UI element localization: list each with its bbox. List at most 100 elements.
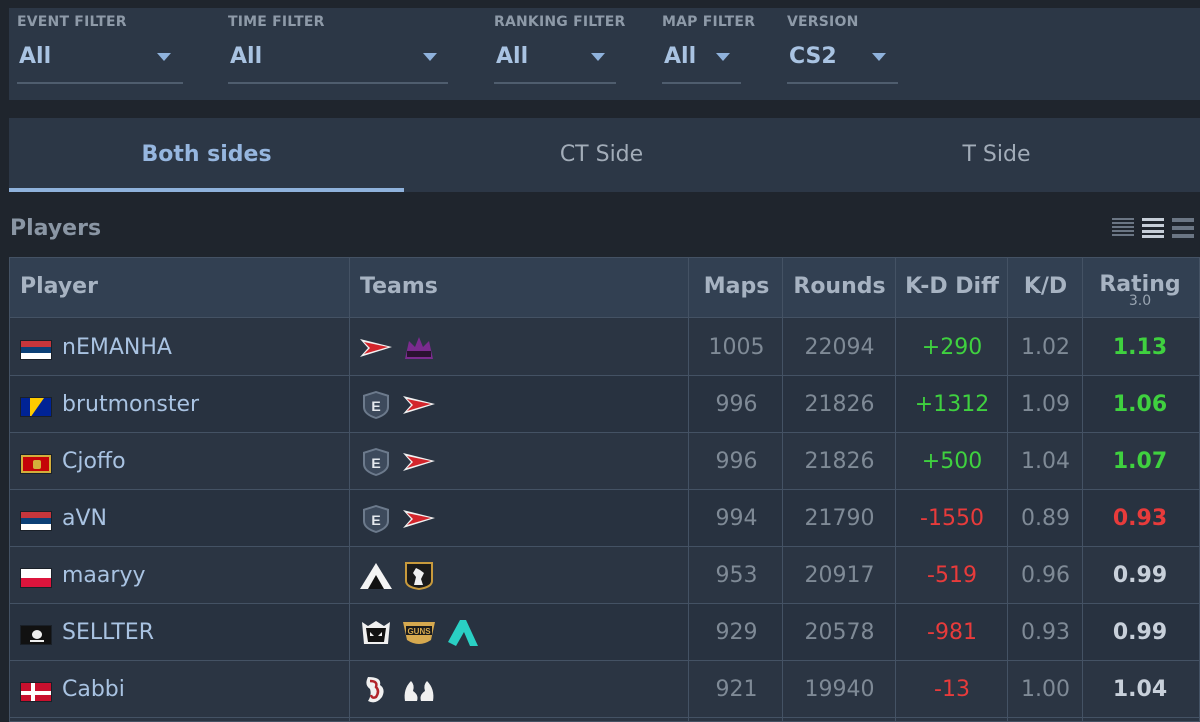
rating-value: 0.99 xyxy=(1112,563,1168,588)
kd-value: 0.93 xyxy=(1021,620,1070,645)
time-filter-label: TIME FILTER xyxy=(228,14,325,30)
red-flag-team-logo-icon[interactable] xyxy=(358,333,394,363)
table-header: Player Teams Maps Rounds K-D Diff K/D Ra… xyxy=(10,258,1199,318)
kd-diff-value: +290 xyxy=(921,335,983,360)
dragon-team-logo-icon[interactable] xyxy=(358,675,394,705)
table-row: Cabbi 921 19940 -13 1.00 1.04 xyxy=(10,661,1199,718)
ranking-filter-select[interactable]: All xyxy=(494,42,616,84)
svg-text:E: E xyxy=(371,455,380,471)
table-row: nEMANHA 1005 22094 +290 1.02 1.13 xyxy=(10,319,1199,376)
kd-diff-value: +1312 xyxy=(914,392,990,417)
player-name-link[interactable]: Cabbi xyxy=(62,677,125,702)
tab-both-sides[interactable]: Both sides xyxy=(9,118,404,192)
red-flag-team-logo-icon[interactable] xyxy=(401,447,437,477)
version-filter-select[interactable]: CS2 xyxy=(787,42,898,84)
chevron-down-icon xyxy=(157,53,171,61)
kd-value: 1.02 xyxy=(1021,335,1070,360)
compact-view-icon[interactable] xyxy=(1112,216,1134,238)
kd-value: 1.04 xyxy=(1021,449,1070,474)
kd-diff-value: -519 xyxy=(927,563,977,588)
player-name-link[interactable]: aVN xyxy=(62,506,107,531)
col-rating[interactable]: Rating 3.0 xyxy=(1083,258,1197,318)
flag-serbia-icon xyxy=(20,340,52,360)
triangle-team-logo-icon[interactable] xyxy=(358,561,394,591)
filter-bar: EVENT FILTER All TIME FILTER All RANKING… xyxy=(9,8,1200,100)
event-filter-select[interactable]: All xyxy=(17,42,183,84)
rooster-team-logo-icon[interactable] xyxy=(401,561,437,591)
flag-serbia-icon xyxy=(20,511,52,531)
table-row: maaryy 953 20917 -519 0.96 0.99 xyxy=(10,547,1199,604)
maps-value: 929 xyxy=(715,620,758,645)
kd-diff-value: +500 xyxy=(921,449,983,474)
chevron-down-icon xyxy=(872,53,886,61)
ranking-filter-value: All xyxy=(496,44,529,69)
flag-bosnia-icon xyxy=(20,397,52,417)
rating-value: 1.04 xyxy=(1112,677,1168,702)
maps-value: 994 xyxy=(715,506,758,531)
flag-montenegro-icon xyxy=(20,454,52,474)
red-flag-team-logo-icon[interactable] xyxy=(401,390,437,420)
col-rounds[interactable]: Rounds xyxy=(793,274,886,299)
comfortable-view-icon[interactable] xyxy=(1172,216,1194,238)
players-heading: Players xyxy=(10,216,102,241)
version-filter-label: VERSION xyxy=(787,14,859,30)
normal-view-icon[interactable] xyxy=(1142,216,1164,238)
tab-ct-side[interactable]: CT Side xyxy=(559,142,644,167)
flag-pirate-icon xyxy=(20,625,52,645)
col-player[interactable]: Player xyxy=(20,274,98,299)
chevron-down-icon xyxy=(716,53,730,61)
player-name-link[interactable]: SELLTER xyxy=(62,620,154,645)
kd-diff-value: -1550 xyxy=(920,506,984,531)
purple-wolf-team-logo-icon[interactable] xyxy=(401,333,437,363)
hands-team-logo-icon[interactable] xyxy=(401,675,437,705)
col-maps[interactable]: Maps xyxy=(703,274,770,299)
rounds-value: 19940 xyxy=(804,677,875,702)
map-filter-value: All xyxy=(664,44,697,69)
event-filter-label: EVENT FILTER xyxy=(17,14,127,30)
chevron-down-icon xyxy=(423,53,437,61)
rating-value: 1.06 xyxy=(1112,392,1168,417)
time-filter-select[interactable]: All xyxy=(228,42,448,84)
kd-value: 0.96 xyxy=(1021,563,1070,588)
event-filter-value: All xyxy=(19,44,52,69)
red-flag-team-logo-icon[interactable] xyxy=(401,504,437,534)
rating-value: 0.99 xyxy=(1112,620,1168,645)
player-name-link[interactable]: Cjoffo xyxy=(62,449,126,474)
player-name-link[interactable]: nEMANHA xyxy=(62,335,172,360)
e-shield-team-logo-icon[interactable]: E xyxy=(358,390,394,420)
player-name-link[interactable]: maaryy xyxy=(62,563,146,588)
col-kd-diff[interactable]: K-D Diff xyxy=(905,274,999,299)
col-kd[interactable]: K/D xyxy=(1023,274,1068,299)
guns-team-logo-icon[interactable]: GUNS xyxy=(401,618,437,648)
rounds-value: 20578 xyxy=(804,620,875,645)
rating-value: 0.93 xyxy=(1112,506,1168,531)
tab-t-side[interactable]: T Side xyxy=(962,142,1031,167)
svg-text:E: E xyxy=(371,398,380,414)
players-table: Player Teams Maps Rounds K-D Diff K/D Ra… xyxy=(9,257,1200,722)
map-filter-label: MAP FILTER xyxy=(662,14,756,30)
chevron-down-icon xyxy=(591,53,605,61)
rating-value: 1.07 xyxy=(1112,449,1168,474)
kd-value: 0.89 xyxy=(1021,506,1070,531)
table-row: SELLTER GUNS 929 20578 -981 0.93 0.99 xyxy=(10,604,1199,661)
svg-text:E: E xyxy=(371,512,380,528)
rounds-value: 21826 xyxy=(804,392,875,417)
player-name-link[interactable]: brutmonster xyxy=(62,392,200,417)
time-filter-value: All xyxy=(230,44,263,69)
e-shield-team-logo-icon[interactable]: E xyxy=(358,447,394,477)
monster-team-logo-icon[interactable] xyxy=(358,618,394,648)
col-teams: Teams xyxy=(360,274,438,299)
map-filter-select[interactable]: All xyxy=(662,42,741,84)
svg-text:GUNS: GUNS xyxy=(407,627,431,636)
teal-a-team-logo-icon[interactable] xyxy=(444,618,480,648)
rounds-value: 21790 xyxy=(804,506,875,531)
rounds-value: 20917 xyxy=(804,563,875,588)
version-filter-value: CS2 xyxy=(789,44,837,69)
maps-value: 921 xyxy=(715,677,758,702)
rating-value: 1.13 xyxy=(1112,335,1168,360)
e-shield-team-logo-icon[interactable]: E xyxy=(358,504,394,534)
view-density-toggle xyxy=(1112,216,1200,238)
maps-value: 996 xyxy=(715,449,758,474)
kd-diff-value: -981 xyxy=(927,620,977,645)
ranking-filter-label: RANKING FILTER xyxy=(494,14,626,30)
